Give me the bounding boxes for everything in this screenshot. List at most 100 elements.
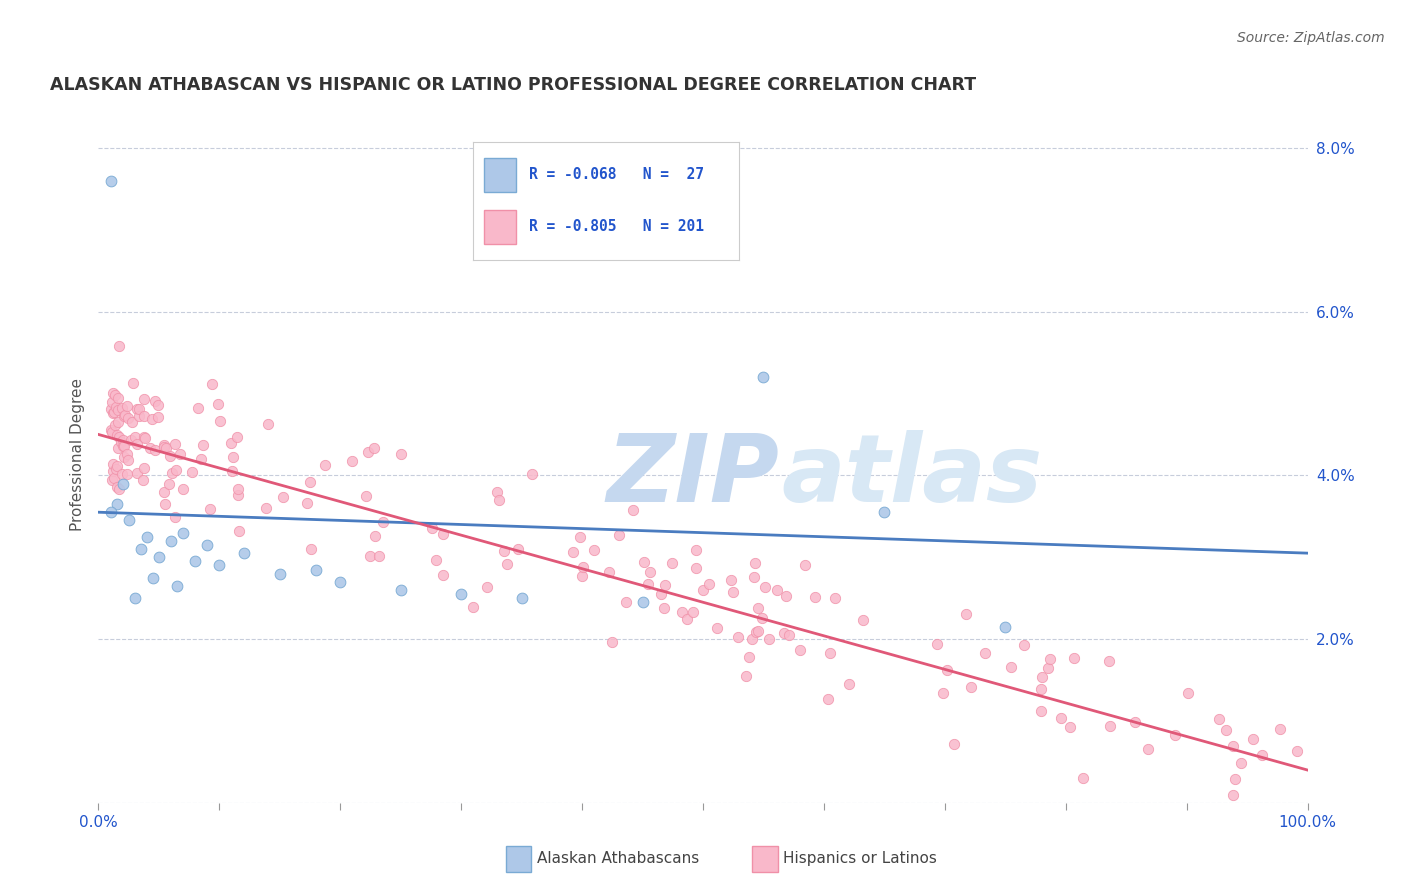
Point <box>104 417 127 432</box>
Point <box>103 464 125 478</box>
Point <box>363 441 385 455</box>
Point <box>340 454 363 468</box>
Point <box>111 433 134 447</box>
Point <box>165 463 187 477</box>
Text: Source: ZipAtlas.com: Source: ZipAtlas.com <box>1237 31 1385 45</box>
Point <box>682 605 704 619</box>
Point <box>103 458 125 472</box>
Point <box>124 430 146 444</box>
Point <box>105 427 128 442</box>
Point <box>1164 728 1187 742</box>
Point <box>744 556 766 570</box>
Point <box>232 546 254 560</box>
Point <box>1050 711 1073 725</box>
Point <box>520 467 543 482</box>
Point <box>125 466 148 480</box>
Point <box>107 339 129 353</box>
Point <box>107 441 129 455</box>
Point <box>486 485 509 500</box>
Point <box>425 553 447 567</box>
Point <box>141 412 163 426</box>
Point <box>631 595 654 609</box>
Point <box>195 538 218 552</box>
Point <box>1031 682 1053 697</box>
Point <box>132 473 155 487</box>
Point <box>104 388 127 402</box>
Point <box>676 612 699 626</box>
Point <box>219 435 242 450</box>
Point <box>100 401 122 416</box>
Text: ZIP: ZIP <box>606 430 779 522</box>
Point <box>973 646 995 660</box>
Point <box>226 488 249 502</box>
Point <box>1286 744 1309 758</box>
Point <box>661 556 683 570</box>
Point <box>572 559 595 574</box>
Point <box>256 417 278 432</box>
Point <box>773 626 796 640</box>
Point <box>804 590 827 604</box>
Point <box>135 530 157 544</box>
Point <box>128 402 150 417</box>
Point <box>305 562 328 576</box>
Point <box>201 376 224 391</box>
Point <box>153 498 176 512</box>
Point <box>766 583 789 598</box>
Point <box>1031 670 1053 684</box>
Point <box>735 669 758 683</box>
Point <box>758 632 780 646</box>
Point <box>184 554 207 568</box>
Point <box>139 441 162 455</box>
Point <box>654 577 676 591</box>
Point <box>221 464 243 478</box>
Point <box>357 445 380 459</box>
Point <box>671 606 693 620</box>
Point <box>942 737 965 751</box>
Point <box>706 621 728 635</box>
Point <box>105 459 128 474</box>
Point <box>609 528 631 542</box>
Point <box>112 409 135 423</box>
Point <box>222 450 245 464</box>
Point <box>354 489 377 503</box>
Point <box>818 646 841 660</box>
Point <box>299 475 322 490</box>
Point <box>562 545 585 559</box>
Point <box>477 580 499 594</box>
Point <box>191 437 214 451</box>
Point <box>117 453 139 467</box>
Point <box>134 430 156 444</box>
Point <box>132 409 155 423</box>
Point <box>873 505 896 519</box>
Point <box>389 447 412 461</box>
Point <box>1036 661 1059 675</box>
Point <box>314 458 336 472</box>
Point <box>190 451 212 466</box>
Point <box>1215 723 1237 738</box>
Point <box>600 635 623 649</box>
Point <box>571 568 593 582</box>
Point <box>127 436 149 450</box>
Point <box>121 415 143 429</box>
Point <box>778 628 800 642</box>
Point <box>432 526 454 541</box>
Point <box>143 442 166 457</box>
Point <box>506 541 529 556</box>
Point <box>207 397 229 411</box>
Point <box>107 415 129 429</box>
Point <box>117 411 139 425</box>
Point <box>1241 732 1264 747</box>
Point <box>160 467 183 481</box>
Point <box>1098 654 1121 668</box>
Point <box>927 637 949 651</box>
Point <box>110 435 132 450</box>
Point <box>368 549 391 564</box>
Point <box>128 409 150 423</box>
Point <box>112 439 135 453</box>
Point <box>389 582 412 597</box>
Point <box>720 573 742 587</box>
Point <box>935 663 957 677</box>
Point <box>633 555 655 569</box>
Point <box>420 521 443 535</box>
Point <box>228 524 250 538</box>
